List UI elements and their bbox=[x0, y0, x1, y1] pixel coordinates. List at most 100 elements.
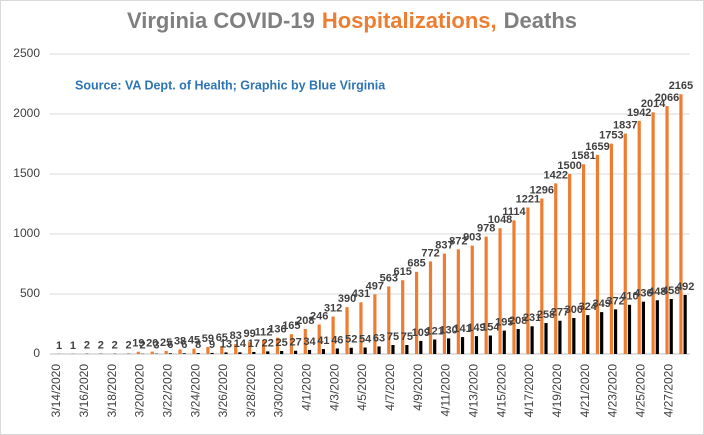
x-tick-label: 4/25/2020 bbox=[633, 364, 647, 418]
x-tick-label: 3/30/2020 bbox=[272, 364, 286, 418]
x-tick-label: 4/11/2020 bbox=[439, 364, 453, 417]
bar bbox=[651, 112, 655, 354]
value-label: 2 bbox=[98, 340, 104, 352]
value-label: 27 bbox=[289, 337, 301, 349]
value-label: 75 bbox=[401, 331, 413, 343]
value-label: 372 bbox=[606, 295, 624, 307]
bar bbox=[516, 329, 520, 354]
bar bbox=[623, 133, 627, 354]
value-label: 300 bbox=[565, 304, 583, 316]
value-label: 1659 bbox=[585, 141, 609, 153]
y-tick-label: 2000 bbox=[13, 106, 40, 120]
value-label: 59 bbox=[202, 333, 214, 345]
bar bbox=[359, 302, 363, 354]
bar bbox=[627, 304, 632, 354]
bar bbox=[150, 351, 154, 354]
bar bbox=[484, 236, 488, 354]
value-label: 1422 bbox=[543, 169, 567, 181]
value-label: 75 bbox=[387, 331, 399, 343]
value-label: 448 bbox=[648, 286, 666, 298]
x-tick-label: 4/1/2020 bbox=[300, 364, 314, 411]
value-label: 277 bbox=[551, 307, 569, 319]
title-part: Deaths bbox=[504, 8, 577, 33]
bar bbox=[405, 345, 409, 354]
bar bbox=[391, 345, 395, 354]
x-tick-label: 3/26/2020 bbox=[216, 364, 230, 418]
value-label: 431 bbox=[352, 288, 370, 300]
value-label: 83 bbox=[230, 330, 242, 342]
value-label: 436 bbox=[634, 288, 652, 300]
value-label: 14 bbox=[234, 338, 247, 350]
bar bbox=[512, 220, 516, 354]
bar bbox=[303, 329, 307, 354]
bar bbox=[414, 271, 419, 354]
bar bbox=[683, 294, 687, 354]
bar bbox=[641, 301, 646, 354]
bar bbox=[168, 353, 172, 354]
bar bbox=[456, 249, 460, 354]
bar bbox=[261, 340, 266, 354]
bar bbox=[419, 340, 423, 354]
value-label: 6 bbox=[181, 339, 187, 351]
bar bbox=[192, 348, 196, 354]
bar bbox=[581, 164, 586, 354]
value-label: 41 bbox=[317, 335, 329, 347]
bar bbox=[544, 323, 548, 354]
bar bbox=[266, 351, 270, 354]
title-part: Virginia COVID-19 bbox=[127, 8, 315, 33]
value-label: 54 bbox=[359, 333, 372, 345]
value-label: 34 bbox=[303, 336, 316, 348]
bar bbox=[224, 352, 228, 354]
bar bbox=[196, 353, 200, 354]
x-tick-label: 4/5/2020 bbox=[355, 364, 369, 411]
x-tick-label: 3/14/2020 bbox=[49, 364, 63, 418]
bar bbox=[248, 342, 252, 354]
bar bbox=[554, 183, 558, 354]
value-label: 1 bbox=[70, 340, 76, 352]
x-tick-label: 4/23/2020 bbox=[606, 364, 620, 418]
value-label: 208 bbox=[296, 315, 314, 327]
chart-subtitle: Source: VA Dept. of Health; Graphic by B… bbox=[75, 78, 386, 92]
bar bbox=[377, 346, 381, 354]
value-label: 208 bbox=[509, 315, 527, 327]
value-label: 22 bbox=[262, 337, 274, 349]
bar bbox=[613, 309, 618, 354]
bar bbox=[220, 346, 224, 354]
title-part: Hospitalizations, bbox=[322, 8, 497, 33]
bar bbox=[442, 253, 447, 354]
bar bbox=[164, 351, 168, 354]
bar bbox=[206, 346, 210, 354]
value-label: 231 bbox=[523, 312, 541, 324]
value-label: 13 bbox=[220, 338, 232, 350]
bar bbox=[526, 207, 530, 354]
value-label: 195 bbox=[495, 317, 513, 329]
x-tick-label: 3/28/2020 bbox=[244, 364, 258, 418]
bar bbox=[586, 315, 590, 354]
x-tick-label: 4/17/2020 bbox=[522, 364, 536, 418]
x-tick-label: 3/24/2020 bbox=[188, 364, 202, 418]
bar bbox=[345, 307, 349, 354]
value-label: 837 bbox=[435, 239, 453, 251]
value-label: 25 bbox=[160, 337, 172, 349]
value-label: 872 bbox=[449, 235, 467, 247]
value-label: 20 bbox=[146, 338, 158, 350]
x-tick-label: 4/3/2020 bbox=[327, 364, 341, 411]
bar bbox=[447, 338, 451, 354]
value-label: 1753 bbox=[599, 130, 623, 142]
value-label: 349 bbox=[592, 298, 610, 310]
bar bbox=[665, 106, 669, 354]
bar bbox=[387, 286, 391, 354]
value-label: 46 bbox=[331, 334, 343, 346]
value-label: 1581 bbox=[571, 150, 595, 162]
bar bbox=[600, 312, 604, 354]
y-tick-label: 2500 bbox=[13, 46, 40, 60]
value-label: 1048 bbox=[488, 214, 512, 226]
x-tick-label: 4/13/2020 bbox=[467, 364, 481, 418]
value-label: 8 bbox=[195, 339, 201, 351]
value-label: 1500 bbox=[557, 160, 581, 172]
value-label: 63 bbox=[373, 332, 385, 344]
value-label: 903 bbox=[463, 232, 481, 244]
chart-title: Virginia COVID-19 Hospitalizations, Deaths bbox=[127, 8, 577, 33]
bar bbox=[558, 320, 562, 354]
